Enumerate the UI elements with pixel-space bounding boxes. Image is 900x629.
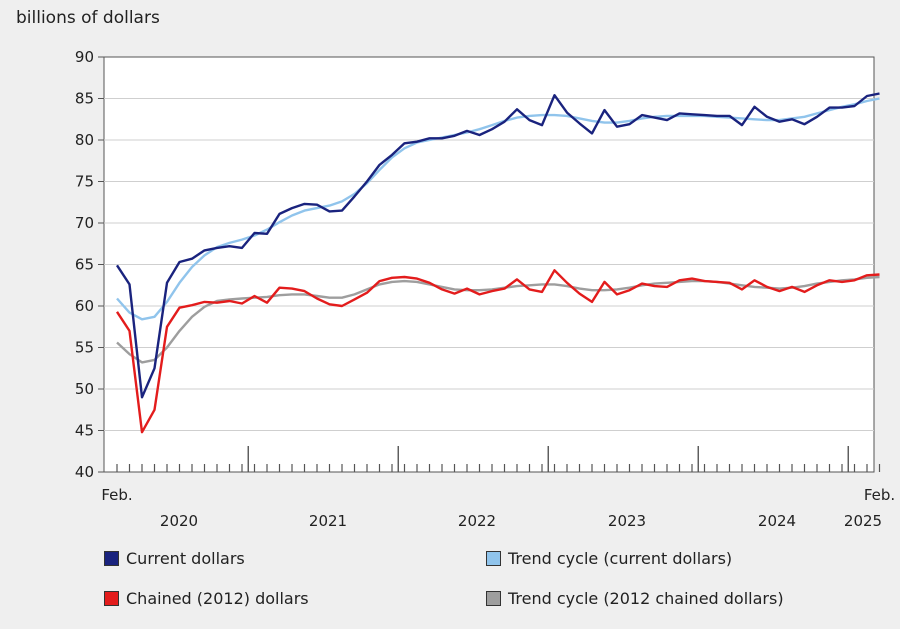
x-year-label-2024: 2024 xyxy=(758,512,796,530)
y-tick-label: 50 xyxy=(75,380,94,398)
x-year-label-2020: 2020 xyxy=(160,512,198,530)
legend-label-trend-current: Trend cycle (current dollars) xyxy=(508,549,733,568)
y-tick-label: 60 xyxy=(75,297,94,315)
x-year-label-2023: 2023 xyxy=(608,512,646,530)
x-year-label-2025: 2025 xyxy=(844,512,882,530)
series-line-trend-cycle-current-dollars xyxy=(116,97,880,321)
legend-item-trend-chained[interactable]: Trend cycle (2012 chained dollars) xyxy=(486,589,784,608)
legend-item-chained-dollars[interactable]: Chained (2012) dollars xyxy=(104,589,309,608)
y-tick-label: 45 xyxy=(75,422,94,440)
legend-swatch-current-dollars xyxy=(104,551,119,566)
legend-label-chained-dollars: Chained (2012) dollars xyxy=(126,589,309,608)
y-tick-label: 90 xyxy=(75,48,94,66)
y-tick-label: 75 xyxy=(75,173,94,191)
legend-label-trend-chained: Trend cycle (2012 chained dollars) xyxy=(508,589,784,608)
legend-item-current-dollars[interactable]: Current dollars xyxy=(104,549,245,568)
series-lines xyxy=(115,92,880,434)
y-tick-label: 55 xyxy=(75,339,94,357)
series-line-chained-2012-dollars xyxy=(115,269,880,434)
x-year-label-2021: 2021 xyxy=(309,512,347,530)
legend-swatch-trend-chained xyxy=(486,591,501,606)
legend-label-current-dollars: Current dollars xyxy=(126,549,245,568)
x-year-label-2022: 2022 xyxy=(458,512,496,530)
legend-item-trend-current[interactable]: Trend cycle (current dollars) xyxy=(486,549,732,568)
y-tick-label: 40 xyxy=(75,463,94,481)
legend-swatch-trend-current xyxy=(486,551,501,566)
x-axis: Feb. Feb. 2020 2021 2022 2023 2024 2025 xyxy=(101,446,895,530)
y-tick-label: 85 xyxy=(75,90,94,108)
y-axis-unit-label: billions of dollars xyxy=(16,8,160,28)
series-line-current-dollars xyxy=(115,92,880,399)
series-line-trend-cycle-2012-chained-dollars xyxy=(116,275,880,364)
y-tick-label: 80 xyxy=(75,131,94,149)
y-tick-label: 65 xyxy=(75,256,94,274)
y-tick-label: 70 xyxy=(75,214,94,232)
x-start-month-label: Feb. xyxy=(101,486,132,504)
legend-swatch-chained-dollars xyxy=(104,591,119,606)
y-axis: 40 45 50 55 60 65 70 75 80 85 90 xyxy=(75,48,874,481)
x-end-month-label: Feb. xyxy=(864,486,895,504)
